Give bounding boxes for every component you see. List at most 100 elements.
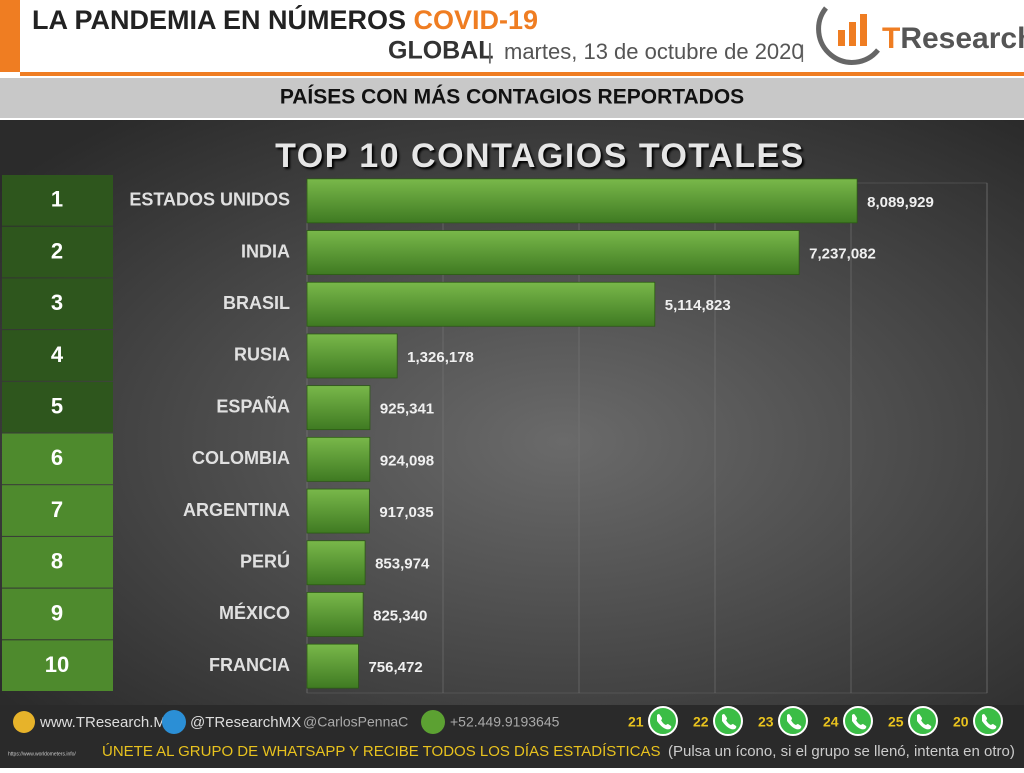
- topic-text: COVID-19: [414, 5, 539, 35]
- whatsapp-phone: [657, 714, 672, 730]
- value-label: 917,035: [379, 504, 433, 521]
- whatsapp-icon[interactable]: [713, 706, 743, 736]
- rank: 3: [51, 290, 63, 315]
- header-rule: [20, 72, 1024, 76]
- category-label: INDIA: [241, 241, 290, 261]
- bar: [306, 281, 656, 327]
- category-label: RUSIA: [234, 345, 290, 365]
- rank: 1: [51, 187, 63, 212]
- value-label: 756,472: [368, 659, 422, 676]
- group-number: 21: [628, 714, 644, 730]
- category-label: PERÚ: [240, 551, 290, 572]
- date: martes, 13 de octubre de 2020: [504, 39, 804, 64]
- whatsapp-icon[interactable]: [908, 706, 938, 736]
- web-icon: [13, 711, 35, 733]
- whatsapp-phone: [852, 714, 867, 730]
- value-label: 825,340: [373, 607, 427, 624]
- whatsapp-phone: [917, 714, 932, 730]
- whatsapp-circle: [973, 706, 1003, 736]
- rank-cell: [2, 278, 113, 330]
- bar: [306, 178, 858, 224]
- bar: [306, 385, 371, 431]
- whatsapp-circle: [778, 706, 808, 736]
- rank-cell: [2, 330, 113, 381]
- banner: PAÍSES CON MÁS CONTAGIOS REPORTADOS: [280, 86, 744, 109]
- bar: [306, 540, 366, 586]
- group-number: 25: [888, 714, 904, 730]
- logo-bar: [838, 30, 845, 46]
- group-number: 23: [758, 714, 774, 730]
- value-label: 1,326,178: [407, 349, 474, 366]
- value-label: 925,341: [380, 401, 434, 418]
- group-number: 22: [693, 714, 709, 730]
- rank: 8: [51, 549, 63, 574]
- rank: 2: [51, 238, 63, 263]
- header-accent: [0, 0, 20, 72]
- phone[interactable]: +52.449.9193645: [450, 714, 560, 730]
- banner-bg: [0, 78, 1024, 118]
- twitter-2[interactable]: @CarlosPennaC: [303, 714, 408, 730]
- group-number: 20: [953, 714, 969, 730]
- website[interactable]: www.TResearch.Mx: [39, 714, 174, 731]
- chart-title: TOP 10 CONTAGIOS TOTALES: [275, 137, 805, 175]
- rank-cell: [2, 381, 113, 433]
- whatsapp-circle: [843, 706, 873, 736]
- bar: [306, 230, 800, 275]
- cta-note: (Pulsa un ícono, si el grupo se llenó, i…: [668, 743, 1015, 760]
- group-number: 24: [823, 714, 839, 730]
- whatsapp-circle: [713, 706, 743, 736]
- whatsapp-icon[interactable]: [843, 706, 873, 736]
- logo-initial: T: [882, 22, 900, 55]
- bar: [306, 436, 371, 482]
- category-label: ARGENTINA: [183, 500, 290, 520]
- twitter[interactable]: @TResearchMX: [190, 714, 301, 731]
- bar-chart: 1 ESTADOS UNIDOS 8,089,929 2 INDIA 7,237,082 3…: [2, 175, 988, 693]
- whatsapp-circle: [908, 706, 938, 736]
- whatsapp-groups: 21 22 23 24 25 20: [628, 706, 1003, 736]
- rank-cell: [2, 226, 113, 278]
- rank-cell: [2, 433, 113, 485]
- logo-text: TResearch: [882, 22, 1024, 55]
- whatsapp-phone: [722, 714, 737, 730]
- separator: |: [487, 39, 493, 64]
- scope: GLOBAL: [388, 37, 494, 65]
- logo-ring: [816, 6, 880, 65]
- rank-cell: [2, 485, 113, 536]
- category-label: FRANCIA: [209, 655, 290, 675]
- header-title: LA PANDEMIA EN NÚMEROS COVID-19: [32, 4, 538, 35]
- rank-cell: [2, 640, 113, 691]
- logo: TResearch: [816, 6, 1024, 65]
- category-label: MÉXICO: [219, 602, 290, 623]
- whatsapp-circle: [648, 706, 678, 736]
- rank: 5: [51, 393, 63, 418]
- bar: [306, 333, 398, 379]
- twitter-icon: [162, 710, 186, 734]
- whatsapp-icon[interactable]: [648, 706, 678, 736]
- rank-cell: [2, 536, 113, 588]
- bar: [306, 488, 370, 534]
- value-label: 924,098: [380, 452, 434, 469]
- whatsapp-phone: [787, 714, 802, 730]
- category-label: ESTADOS UNIDOS: [129, 190, 290, 210]
- rank: 6: [51, 445, 63, 470]
- rank: 9: [51, 600, 63, 625]
- rank-cell: [2, 175, 113, 226]
- phone-icon: [421, 710, 445, 734]
- whatsapp-icon[interactable]: [778, 706, 808, 736]
- bar: [306, 592, 364, 637]
- rank: 10: [45, 652, 69, 677]
- whatsapp-icon[interactable]: [973, 706, 1003, 736]
- category-label: ESPAÑA: [216, 395, 290, 416]
- rank: 7: [51, 497, 63, 522]
- value-label: 5,114,823: [665, 297, 731, 314]
- cta: ÚNETE AL GRUPO DE WHATSAPP Y RECIBE TODO…: [102, 743, 660, 760]
- source: https://www.worldometers.info/: [8, 751, 76, 757]
- value-label: 8,089,929: [867, 194, 934, 211]
- bar: [306, 643, 359, 689]
- separator: |: [800, 42, 805, 62]
- rank-cell: [2, 588, 113, 640]
- value-label: 853,974: [375, 556, 430, 573]
- title-text: LA PANDEMIA EN NÚMEROS: [32, 4, 406, 35]
